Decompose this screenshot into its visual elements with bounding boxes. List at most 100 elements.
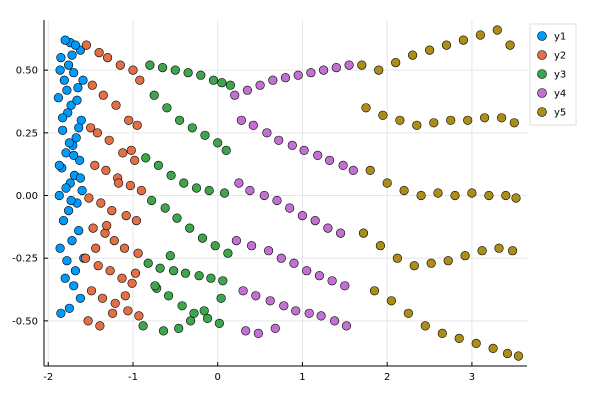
- point-y4-34: [302, 266, 312, 276]
- point-y3-16: [153, 160, 163, 170]
- point-y5-13: [412, 120, 422, 130]
- point-y1-6: [62, 256, 72, 266]
- point-y3-4: [196, 70, 206, 80]
- point-y5-14: [429, 118, 439, 128]
- legend-marker-y1: [537, 31, 547, 41]
- point-y1-46: [54, 160, 64, 170]
- point-y1-19: [74, 155, 85, 165]
- series-y1: [53, 35, 89, 318]
- point-y2-38: [110, 298, 120, 308]
- point-y2-22: [96, 198, 106, 208]
- point-y1-22: [71, 133, 81, 143]
- point-y3-43: [158, 326, 169, 336]
- point-y2-8: [111, 100, 121, 110]
- point-y5-43: [420, 321, 430, 331]
- point-y2-49: [126, 145, 136, 155]
- point-y2-45: [130, 268, 141, 278]
- point-y1-7: [55, 243, 65, 253]
- legend-label-y5: y5: [554, 108, 566, 119]
- x-tick-label-5: 3: [469, 372, 475, 383]
- point-y4-33: [289, 258, 299, 268]
- point-y4-1: [242, 85, 252, 95]
- point-y3-14: [221, 145, 231, 155]
- point-y5-35: [443, 256, 453, 266]
- point-y4-10: [236, 115, 246, 125]
- series-y4: [230, 60, 358, 339]
- point-y2-34: [117, 273, 127, 283]
- x-tick-label-1: -1: [128, 372, 138, 383]
- point-y3-7: [225, 80, 235, 90]
- point-y1-43: [74, 123, 84, 133]
- point-y3-19: [191, 183, 202, 193]
- point-y3-26: [197, 233, 208, 243]
- point-y2-9: [124, 115, 134, 125]
- point-y4-8: [331, 62, 341, 73]
- point-y3-49: [165, 251, 175, 261]
- point-y4-30: [247, 241, 257, 251]
- point-y3-23: [160, 203, 170, 213]
- point-y2-31: [80, 253, 91, 263]
- point-y4-35: [314, 271, 325, 281]
- point-y2-4: [128, 65, 138, 75]
- legend-marker-y3: [537, 69, 547, 79]
- point-y4-32: [276, 253, 286, 263]
- point-y3-48: [150, 281, 160, 291]
- x-tick-label-4: 2: [384, 372, 390, 383]
- point-y5-42: [403, 308, 414, 318]
- point-y5-17: [480, 113, 490, 123]
- point-y1-31: [63, 60, 74, 70]
- point-y1-49: [66, 195, 76, 206]
- point-y1-4: [60, 273, 70, 283]
- point-y1-48: [61, 183, 71, 193]
- point-y2-6: [87, 80, 97, 90]
- point-y5-31: [375, 241, 386, 251]
- point-y5-15: [446, 115, 456, 125]
- point-y4-9: [344, 60, 354, 70]
- point-y1-3: [69, 281, 79, 291]
- point-y4-25: [297, 211, 308, 221]
- point-y2-0: [81, 40, 91, 50]
- point-y2-7: [98, 90, 108, 100]
- points-layer: [53, 25, 524, 361]
- point-y4-22: [259, 190, 269, 201]
- point-y4-6: [306, 68, 316, 78]
- legend: y1 y2 y3 y4 y5: [529, 23, 577, 126]
- point-y4-36: [327, 276, 337, 286]
- point-y5-36: [460, 251, 470, 261]
- point-y1-40: [62, 85, 72, 95]
- point-y4-47: [241, 326, 251, 336]
- point-y3-27: [210, 241, 220, 251]
- point-y3-22: [147, 195, 157, 206]
- point-y4-0: [230, 90, 240, 100]
- point-y3-18: [179, 178, 189, 188]
- point-y1-2: [75, 293, 85, 303]
- point-y5-3: [408, 50, 418, 60]
- point-y5-37: [477, 246, 487, 256]
- legend-label-y2: y2: [554, 51, 566, 62]
- point-y5-12: [395, 115, 405, 125]
- point-y4-7: [319, 65, 329, 75]
- point-y2-46: [91, 243, 101, 253]
- point-y4-42: [291, 306, 301, 316]
- point-y1-28: [73, 83, 83, 93]
- y-tick-label-0: -0.50: [12, 316, 38, 327]
- point-y4-16: [313, 150, 323, 160]
- point-y3-38: [177, 301, 187, 311]
- point-y5-1: [374, 65, 384, 75]
- point-y5-19: [509, 118, 519, 128]
- point-y1-10: [74, 226, 84, 236]
- point-y5-40: [369, 286, 380, 296]
- point-y2-39: [123, 306, 133, 316]
- point-y3-35: [218, 276, 228, 286]
- point-y4-28: [336, 228, 346, 238]
- point-y2-42: [95, 321, 105, 331]
- point-y2-13: [104, 135, 114, 145]
- point-y3-10: [175, 115, 185, 125]
- point-y1-5: [70, 266, 80, 276]
- point-y5-45: [454, 333, 464, 344]
- point-y5-16: [463, 115, 473, 125]
- point-y5-26: [467, 188, 477, 198]
- point-y2-19: [125, 180, 135, 191]
- point-y3-33: [194, 271, 204, 281]
- point-y2-11: [85, 123, 96, 133]
